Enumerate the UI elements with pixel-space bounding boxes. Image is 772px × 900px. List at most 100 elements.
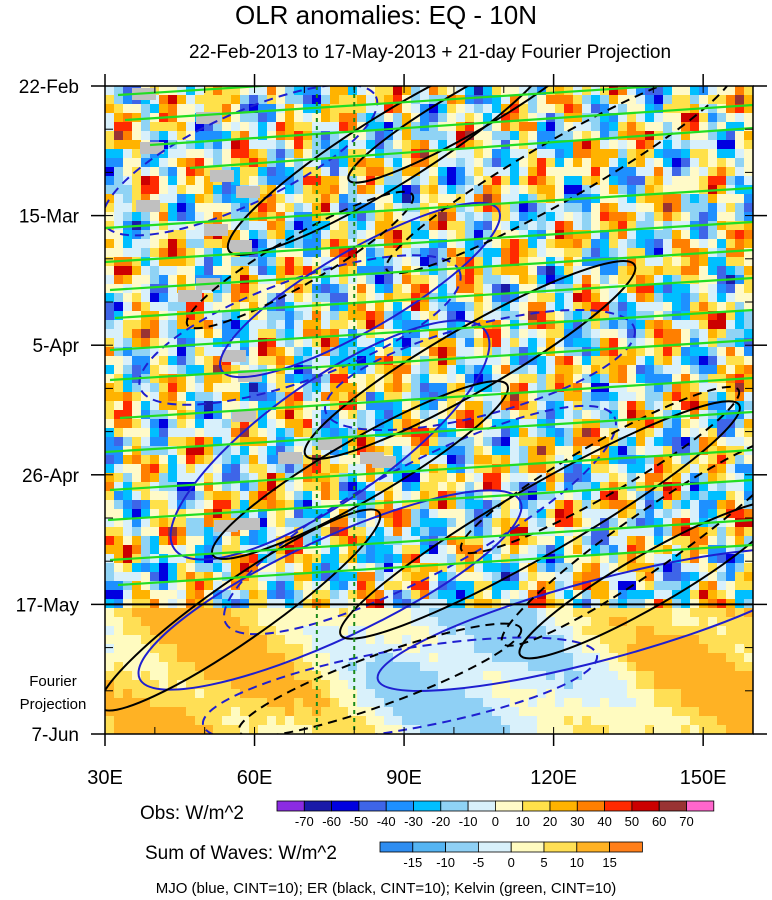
anomaly-cell [303, 536, 313, 546]
anomaly-cell [168, 383, 178, 393]
anomaly-cell [132, 257, 142, 267]
anomaly-cell [186, 581, 196, 591]
anomaly-cell [285, 707, 295, 717]
anomaly-cell [645, 527, 655, 537]
anomaly-cell [195, 239, 205, 249]
anomaly-cell [447, 626, 457, 636]
anomaly-cell [393, 626, 403, 636]
anomaly-cell [411, 140, 421, 150]
anomaly-cell [267, 563, 277, 573]
anomaly-cell [654, 140, 664, 150]
anomaly-cell [375, 248, 385, 258]
anomaly-cell [663, 230, 673, 240]
anomaly-cell [645, 689, 655, 699]
anomaly-cell [150, 635, 160, 645]
anomaly-cell [231, 446, 241, 456]
anomaly-cell [699, 239, 709, 249]
anomaly-cell [105, 212, 115, 222]
anomaly-cell [294, 482, 304, 492]
anomaly-cell [690, 149, 700, 159]
anomaly-cell [411, 320, 421, 330]
anomaly-cell [393, 158, 403, 168]
anomaly-cell [411, 455, 421, 465]
anomaly-cell [528, 311, 538, 321]
anomaly-cell [384, 581, 394, 591]
anomaly-cell [636, 383, 646, 393]
anomaly-cell [519, 311, 529, 321]
anomaly-cell [528, 86, 538, 96]
anomaly-cell [519, 356, 529, 366]
anomaly-cell [474, 86, 484, 96]
anomaly-cell [186, 185, 196, 195]
anomaly-cell [681, 680, 691, 690]
anomaly-cell [546, 608, 556, 618]
anomaly-cell [663, 212, 673, 222]
anomaly-cell [375, 347, 385, 357]
anomaly-cell [564, 437, 574, 447]
anomaly-cell [519, 572, 529, 582]
anomaly-cell [258, 329, 268, 339]
anomaly-cell [537, 536, 547, 546]
anomaly-cell [717, 572, 727, 582]
anomaly-cell [735, 329, 745, 339]
anomaly-cell [105, 104, 115, 114]
anomaly-cell [501, 329, 511, 339]
anomaly-cell [744, 563, 753, 573]
anomaly-cell [240, 527, 250, 537]
anomaly-cell [186, 590, 196, 600]
anomaly-cell [618, 626, 628, 636]
anomaly-cell [564, 545, 574, 555]
anomaly-cell [267, 527, 277, 537]
anomaly-cell [501, 590, 511, 600]
anomaly-cell [429, 167, 439, 177]
anomaly-cell [717, 419, 727, 429]
anomaly-cell [681, 428, 691, 438]
anomaly-cell [375, 428, 385, 438]
anomaly-cell [510, 149, 520, 159]
anomaly-cell [402, 365, 412, 375]
anomaly-cell [384, 527, 394, 537]
anomaly-cell [303, 698, 313, 708]
anomaly-cell [168, 311, 178, 321]
anomaly-cell [681, 644, 691, 654]
anomaly-cell [303, 446, 313, 456]
anomaly-cell [222, 536, 232, 546]
anomaly-cell [312, 176, 322, 186]
anomaly-cell [708, 131, 718, 141]
anomaly-cell [555, 545, 565, 555]
anomaly-cell [366, 302, 376, 312]
anomaly-cell [402, 455, 412, 465]
anomaly-cell [555, 698, 565, 708]
anomaly-cell [573, 392, 583, 402]
anomaly-cell [744, 473, 753, 483]
anomaly-cell [186, 626, 196, 636]
anomaly-cell [285, 158, 295, 168]
anomaly-cell [420, 221, 430, 231]
anomaly-cell [528, 122, 538, 132]
anomaly-cell [177, 257, 187, 267]
anomaly-cell [420, 347, 430, 357]
anomaly-cell [339, 491, 349, 501]
anomaly-cell [204, 176, 214, 186]
anomaly-cell [627, 545, 637, 555]
anomaly-cell [222, 563, 232, 573]
anomaly-cell [699, 536, 709, 546]
anomaly-cell [375, 491, 385, 501]
anomaly-cell [744, 554, 753, 564]
anomaly-cell [141, 671, 151, 681]
anomaly-cell [366, 104, 376, 114]
anomaly-cell [492, 185, 502, 195]
anomaly-cell [681, 176, 691, 186]
anomaly-cell [222, 509, 232, 519]
anomaly-cell [357, 572, 367, 582]
anomaly-cell [222, 491, 232, 501]
anomaly-cell [672, 347, 682, 357]
anomaly-cell [177, 437, 187, 447]
anomaly-cell [447, 563, 457, 573]
anomaly-cell [258, 536, 268, 546]
anomaly-cell [258, 95, 268, 105]
anomaly-cell [555, 455, 565, 465]
anomaly-cell [438, 527, 448, 537]
anomaly-cell [402, 464, 412, 474]
anomaly-cell [609, 86, 619, 96]
